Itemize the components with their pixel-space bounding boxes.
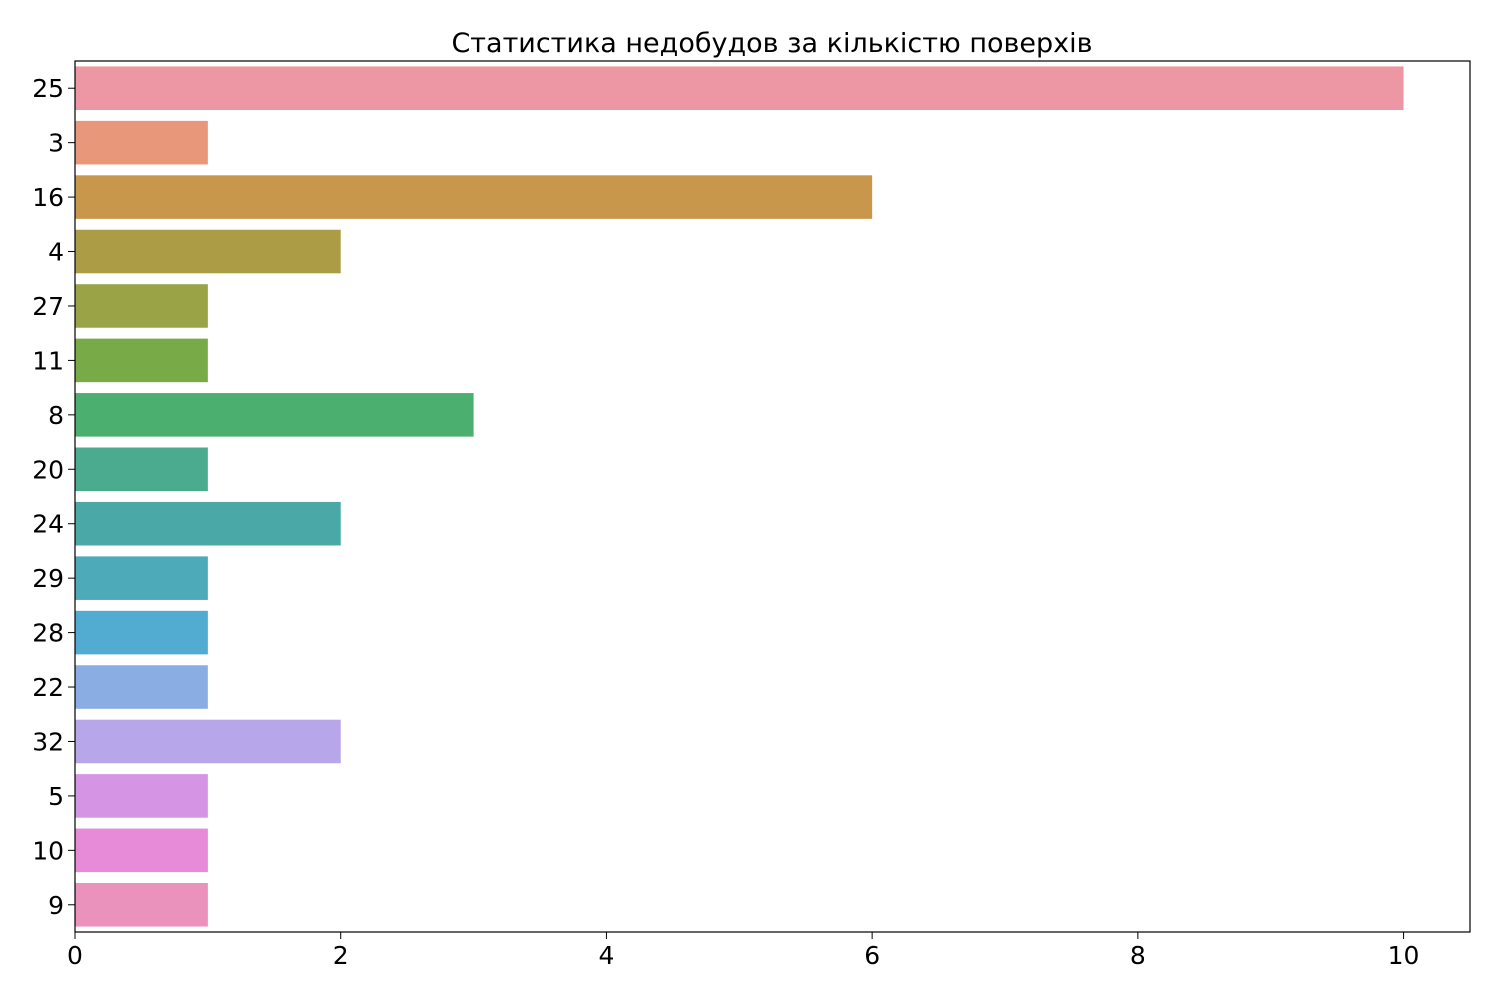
bar — [75, 719, 341, 764]
y-tick-label: 24 — [32, 510, 64, 539]
y-tick-label: 27 — [32, 292, 64, 321]
x-tick-label: 2 — [333, 941, 349, 970]
bar — [75, 610, 208, 655]
y-tick-label: 9 — [48, 891, 64, 920]
y-tick-label: 10 — [32, 836, 64, 865]
y-tick-label: 16 — [32, 183, 64, 212]
y-tick-label: 11 — [32, 346, 64, 375]
bar — [75, 175, 873, 219]
x-tick-label: 4 — [598, 941, 614, 970]
x-tick-label: 8 — [1130, 941, 1146, 970]
y-tick-label: 5 — [48, 782, 64, 811]
x-tick-label: 0 — [67, 941, 83, 970]
bar — [75, 828, 208, 873]
x-tick-label: 10 — [1388, 941, 1420, 970]
chart-title: Статистика недобудов за кількістю поверх… — [451, 28, 1092, 59]
y-tick-label: 3 — [48, 129, 64, 158]
bar — [75, 284, 208, 328]
y-tick-label: 8 — [48, 401, 64, 430]
bar — [75, 556, 208, 600]
bar — [75, 338, 208, 383]
bar — [75, 66, 1404, 110]
y-axis: 25 3 16 4 27 11 8 20 24 29 28 22 32 5 10 9 — [32, 74, 75, 920]
x-tick-label: 6 — [864, 941, 880, 970]
y-tick-label: 4 — [48, 238, 64, 267]
bar — [75, 501, 341, 546]
y-tick-label: 32 — [32, 727, 64, 756]
y-tick-label: 22 — [32, 673, 64, 702]
x-axis: 0 2 4 6 8 10 — [67, 932, 1419, 970]
plot-frame — [74, 60, 1471, 933]
bars-group — [75, 66, 1404, 927]
bar — [75, 774, 208, 818]
y-tick-label: 25 — [32, 74, 64, 103]
bar — [75, 883, 208, 927]
bar — [75, 665, 208, 709]
bar — [75, 229, 341, 274]
bar — [75, 120, 208, 165]
y-tick-label: 20 — [32, 455, 64, 484]
y-tick-label: 29 — [32, 564, 64, 593]
y-tick-label: 28 — [32, 619, 64, 648]
bar — [75, 447, 208, 492]
bar — [75, 393, 474, 437]
